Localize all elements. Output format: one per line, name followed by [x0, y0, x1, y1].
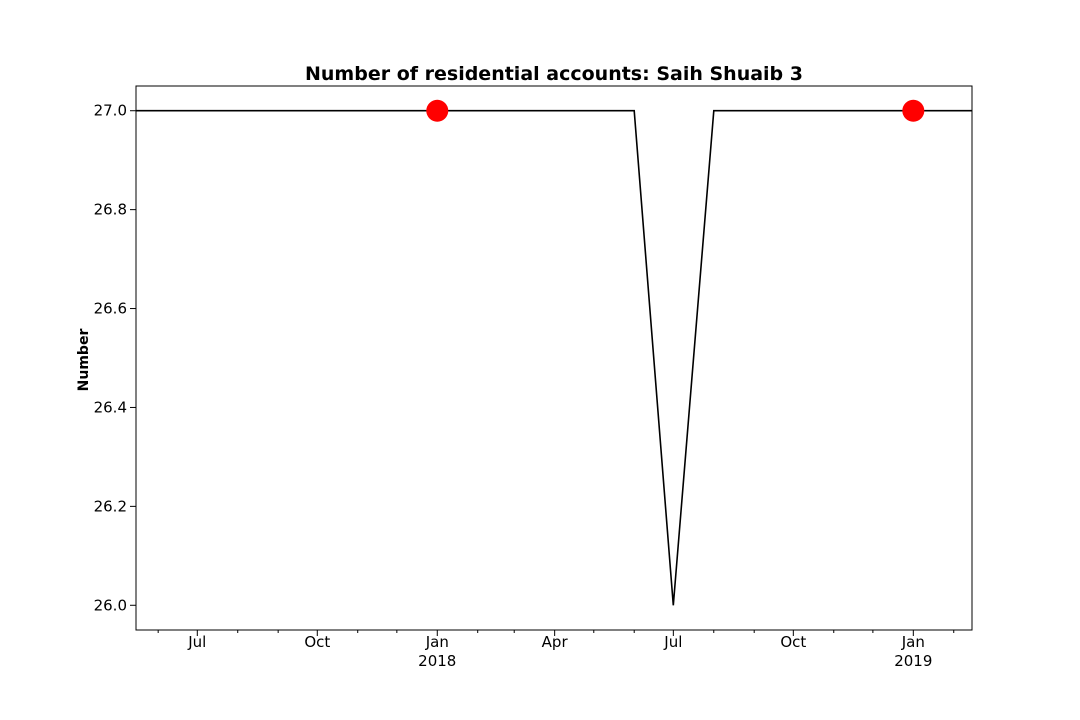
data-point-marker [426, 99, 449, 122]
y-tick-label: 27.0 [94, 102, 127, 120]
y-tick-label: 26.8 [94, 201, 127, 219]
x-tick-label: Oct [304, 633, 330, 651]
x-tick-year-label: 2019 [894, 652, 932, 670]
chart-title: Number of residential accounts: Saih Shu… [305, 63, 803, 85]
y-tick-label: 26.2 [94, 497, 127, 515]
x-tick-label: Jul [663, 633, 682, 651]
x-tick-label: Jan [901, 633, 925, 651]
plot-frame [135, 85, 973, 631]
y-tick-label: 26.0 [94, 596, 127, 614]
x-tick-label: Oct [780, 633, 806, 651]
plot-area [136, 99, 972, 606]
series-line [136, 109, 972, 606]
y-tick-label: 26.4 [94, 398, 127, 416]
y-axis-label: Number [76, 329, 92, 392]
data-point-marker [902, 99, 925, 122]
x-tick-label: Apr [542, 633, 569, 651]
x-tick-year-label: 2018 [418, 652, 456, 670]
x-tick-label: Jan [425, 633, 449, 651]
y-tick-label: 26.6 [94, 300, 127, 318]
x-tick-label: Jul [187, 633, 206, 651]
